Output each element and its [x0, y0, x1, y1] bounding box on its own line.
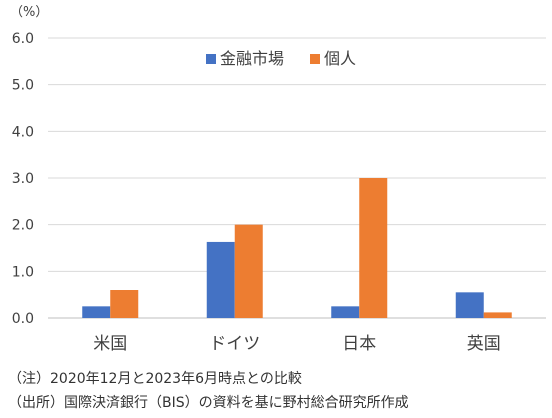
legend-label: 個人: [324, 49, 356, 68]
bars: [82, 178, 512, 318]
y-axis-unit-label: （%）: [10, 5, 48, 20]
footnotes: （注）2020年12月と2023年6月時点との比較 （出所）国際決済銀行（BIS…: [8, 367, 409, 415]
x-category-label: 日本: [342, 334, 376, 354]
x-category-label: 英国: [467, 334, 501, 354]
bar-individual-3: [483, 312, 512, 318]
bar-individual-0: [110, 290, 139, 318]
bar-individual-1: [234, 224, 263, 318]
gridlines: [48, 37, 546, 319]
source-text: （出所）国際決済銀行（BIS）の資料を基に野村総合研究所作成: [8, 395, 409, 411]
bar-market-2: [331, 306, 360, 318]
bar-market-0: [82, 306, 111, 318]
y-tick-label: 3.0: [12, 171, 34, 187]
bar-chart: （%） 0.0 1.0 2.0 3.0 4.0 5.0 6.0 米国 ドイツ 日本 英国 金融市場…: [10, 5, 546, 354]
bar-individual-2: [359, 178, 388, 318]
legend: 金融市場 個人: [206, 49, 356, 68]
note-text: （注）2020年12月と2023年6月時点との比較: [8, 371, 302, 387]
legend-swatch: [206, 54, 216, 64]
y-tick-label: 5.0: [12, 78, 34, 94]
legend-swatch: [310, 54, 320, 64]
bar-market-3: [455, 292, 484, 318]
x-category-label: 米国: [93, 334, 127, 354]
legend-label: 金融市場: [220, 49, 284, 68]
x-category-label: ドイツ: [209, 334, 260, 354]
y-tick-label: 2.0: [12, 218, 34, 234]
y-tick-label: 1.0: [12, 264, 34, 280]
bar-market-1: [206, 241, 235, 318]
y-tick-label: 0.0: [12, 311, 34, 327]
y-tick-label: 4.0: [12, 124, 34, 140]
x-axis-category-labels: 米国 ドイツ 日本 英国: [93, 334, 501, 354]
y-tick-label: 6.0: [12, 31, 34, 47]
y-axis-tick-labels: 0.0 1.0 2.0 3.0 4.0 5.0 6.0: [12, 31, 34, 327]
